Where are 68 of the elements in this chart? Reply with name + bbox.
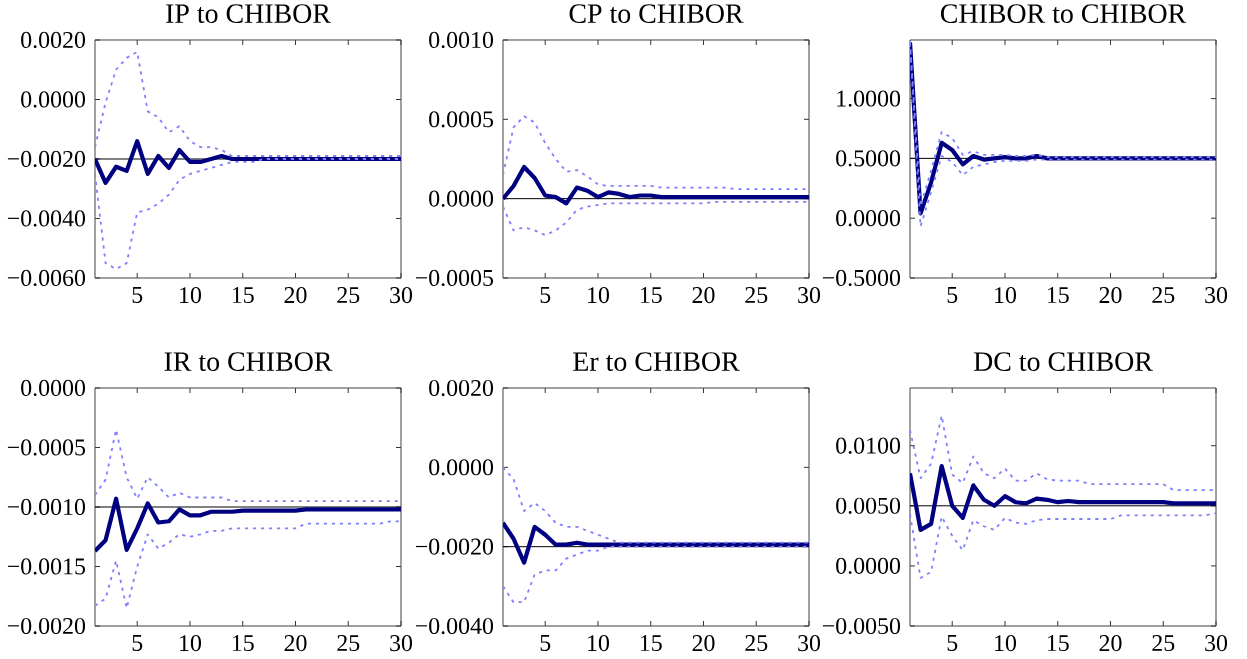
chart-title: Er to CHIBOR [573,352,740,372]
y-tick-label: 0.0000 [21,379,86,397]
x-tick-label: 20 [692,287,715,304]
y-tick-label: 0.0010 [429,31,494,49]
x-tick-label: 15 [232,287,254,304]
x-tick-label: 20 [1099,635,1122,652]
x-tick-label: 10 [180,287,201,304]
y-tick-label: 0.0000 [836,210,901,227]
x-tick-label: 30 [390,635,413,652]
x-tick-label: 30 [1205,635,1228,652]
x-tick-label: 5 [540,287,551,303]
x-tick-label: 5 [132,287,143,303]
y-tick-label: 0.0020 [21,31,86,49]
x-tick-label: 10 [995,287,1017,304]
y-tick-label: −0.0050 [822,617,901,635]
y-tick-label: 0.0000 [836,557,901,575]
x-tick-label: 5 [947,287,958,303]
y-tick-label: −0.5000 [822,269,901,287]
x-tick-label: 10 [588,635,609,652]
x-tick-label: 20 [692,635,715,652]
x-tick-label: 10 [995,635,1017,652]
x-tick-label: 20 [284,287,307,304]
chart-title: CP to CHIBOR [569,4,744,24]
y-tick-label: 1.0000 [837,90,901,107]
y-tick-label: 0.0020 [429,379,494,397]
x-tick-label: 30 [390,287,413,304]
y-tick-label: −0.0015 [7,558,86,575]
y-tick-label: 0.0100 [836,437,901,454]
x-tick-label: 25 [745,287,768,304]
x-tick-label: 25 [1152,287,1175,304]
y-tick-label: −0.0020 [7,150,86,168]
x-tick-label: 15 [1047,635,1069,652]
x-tick-label: 25 [1152,635,1175,652]
x-tick-label: 25 [745,635,768,652]
y-tick-label: 0.0000 [429,459,494,476]
x-tick-label: 5 [947,635,958,651]
x-tick-label: 20 [284,635,307,652]
x-tick-label: 30 [798,635,821,652]
x-tick-label: 10 [180,635,201,652]
y-tick-label: 0.0000 [429,190,494,207]
x-tick-label: 5 [132,635,143,651]
y-tick-label: −0.0020 [415,538,494,555]
y-tick-label: −0.0010 [7,498,86,516]
x-tick-label: 15 [1047,287,1069,304]
x-tick-label: 15 [640,635,662,652]
x-tick-label: 15 [640,287,662,304]
y-tick-label: −0.0020 [7,617,86,635]
chart-title: IP to CHIBOR [166,4,331,24]
x-tick-label: 5 [540,635,551,651]
y-tick-label: −0.0005 [7,439,86,456]
y-tick-label: 0.5000 [836,150,901,167]
y-tick-label: 0.0000 [21,91,86,108]
y-tick-label: 0.0005 [429,111,494,128]
y-tick-label: −0.0040 [7,210,86,227]
chart-title: CHIBOR to CHIBOR [940,4,1187,23]
x-tick-label: 30 [1205,287,1228,304]
x-tick-label: 25 [337,287,360,304]
x-tick-label: 30 [798,287,821,304]
chart-title: IR to CHIBOR [164,352,333,372]
x-tick-label: 10 [588,287,609,304]
x-tick-label: 20 [1099,287,1122,304]
y-tick-label: −0.0040 [415,617,494,635]
y-tick-label: −0.0060 [7,269,86,287]
y-tick-label: 0.0050 [836,497,901,514]
x-tick-label: 25 [337,635,360,652]
x-tick-label: 15 [232,635,254,652]
chart-title: DC to CHIBOR [973,352,1153,372]
y-tick-label: −0.0005 [415,269,494,287]
